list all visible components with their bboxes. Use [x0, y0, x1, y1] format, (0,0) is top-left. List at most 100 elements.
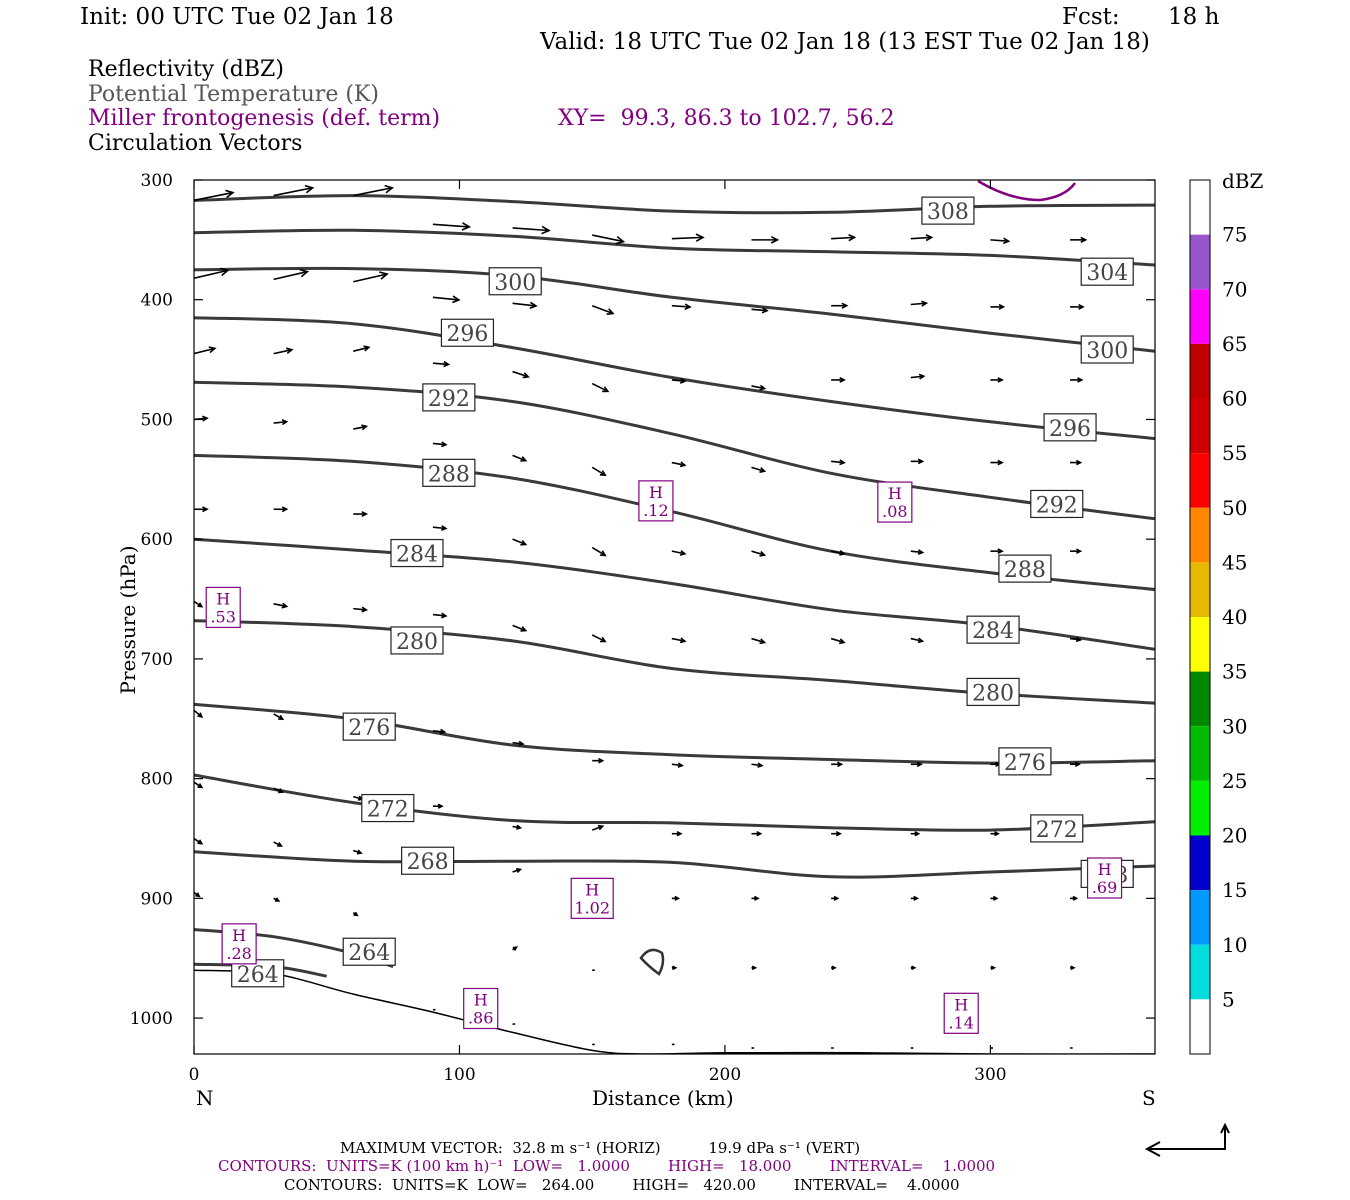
circulation-vector: [830, 637, 846, 645]
theta-label: 272: [361, 793, 415, 823]
frontogenesis-max-label: H.69: [1086, 857, 1123, 899]
colorbar-label: 50: [1222, 496, 1247, 520]
svg-text:276: 276: [1004, 751, 1046, 776]
cross-section-endpoints: XY= 99.3, 86.3 to 102.7, 56.2: [558, 106, 895, 131]
circulation-vector: [273, 713, 285, 721]
y-tick-900: 900: [141, 889, 1155, 909]
circulation-vector: [910, 458, 925, 465]
svg-text:296: 296: [446, 322, 488, 347]
svg-text:1000: 1000: [130, 1009, 173, 1029]
circulation-vector: [353, 345, 371, 352]
circulation-vector: [273, 897, 281, 902]
colorbar-segment: [1190, 944, 1210, 1000]
colorbar-label: 60: [1222, 387, 1247, 411]
colorbar-frame: [1189, 179, 1211, 1055]
circulation-vector: [1070, 761, 1081, 768]
circulation-vector: [194, 837, 204, 845]
circulation-vector: [512, 454, 528, 462]
circulation-vector: [751, 466, 767, 473]
circulation-vector: [273, 347, 294, 355]
circulation-vector: [990, 377, 1004, 383]
circulation-vector: [194, 781, 204, 789]
frontogenesis-max-label: H.53: [205, 586, 241, 629]
x-tick-200: 200: [709, 180, 741, 1085]
circulation-vector: [671, 377, 687, 384]
svg-text:.69: .69: [1092, 878, 1117, 897]
y-tick-400: 400: [141, 291, 1155, 311]
y-tick-700: 700: [141, 650, 1155, 670]
frontogenesis-max-label: H1.02: [570, 877, 614, 919]
circulation-vector: [990, 459, 1004, 466]
colorbar-label: 5: [1222, 987, 1235, 1011]
colorbar-segment: [1190, 180, 1210, 235]
plot-frame: [193, 179, 1156, 1055]
circulation-vector: [512, 538, 528, 546]
circulation-vector: [512, 225, 551, 235]
colorbar-label: 45: [1222, 550, 1247, 574]
svg-text:300: 300: [494, 271, 536, 296]
init-time: Init: 00 UTC Tue 02 Jan 18: [80, 4, 394, 30]
colorbar-segment: [1190, 835, 1210, 891]
circulation-vector: [432, 803, 444, 809]
circulation-vector: [1070, 303, 1085, 310]
circulation-vector: [1070, 236, 1088, 244]
circulation-vector: [831, 895, 840, 901]
theta-label: 272: [1030, 814, 1084, 843]
circulation-vector: [1070, 895, 1079, 901]
svg-text:284: 284: [972, 619, 1014, 644]
svg-text:300: 300: [974, 1065, 1006, 1085]
colorbar-label: 20: [1222, 824, 1247, 848]
circulation-vector: [751, 235, 780, 244]
circulation-vector: [1070, 459, 1083, 466]
circulation-vector: [432, 525, 448, 532]
theta-label: 276: [998, 747, 1052, 776]
circulation-vector: [990, 831, 1000, 837]
svg-text:1.02: 1.02: [574, 898, 610, 917]
legend-frontogenesis: Miller frontogenesis (def. term): [88, 106, 441, 131]
circulation-vector: [432, 222, 472, 231]
circulation-vector: [910, 234, 934, 242]
svg-text:264: 264: [348, 941, 390, 966]
svg-text:284: 284: [396, 543, 438, 568]
circulation-vector: [831, 459, 846, 466]
colorbar-segment: [1190, 890, 1210, 945]
svg-text:H: H: [585, 880, 599, 899]
theta-label: 296: [440, 318, 495, 347]
x-axis-label: Distance (km): [592, 1086, 734, 1110]
circulation-vector: [194, 506, 209, 513]
theta-label: 288: [998, 554, 1052, 583]
svg-text:H: H: [232, 926, 246, 945]
circulation-vector: [512, 740, 525, 747]
svg-text:308: 308: [927, 200, 969, 225]
circulation-vector: [671, 830, 683, 837]
svg-text:280: 280: [972, 681, 1014, 706]
circulation-vector: [194, 415, 209, 422]
circulation-vector: [273, 602, 289, 609]
circulation-vector: [352, 911, 359, 917]
colorbar-segment: [1190, 562, 1210, 617]
svg-text:288: 288: [428, 462, 470, 487]
circulation-vector: [990, 303, 1006, 310]
terrain-line: [194, 969, 1155, 1054]
circulation-vector: [831, 965, 837, 971]
circulation-vector: [831, 376, 846, 383]
svg-text:H: H: [474, 991, 488, 1010]
svg-text:292: 292: [1036, 493, 1078, 518]
x-tick-100: 100: [443, 180, 476, 1085]
frontogenesis-contour-top: [977, 180, 1077, 202]
circulation-vector: [831, 233, 857, 242]
circulation-vector: [194, 346, 217, 355]
colorbar-segment: [1190, 343, 1210, 399]
circulation-vector: [591, 382, 610, 393]
frontogenesis-max-label: H.86: [463, 987, 499, 1030]
theta-label: 292: [422, 383, 476, 412]
circulation-vector: [273, 268, 310, 281]
circulation-vector: [353, 511, 369, 518]
circulation-vector: [910, 831, 921, 837]
y-tick-600: 600: [141, 530, 1155, 550]
circulation-vector: [353, 184, 395, 197]
svg-text:304: 304: [1086, 261, 1128, 286]
colorbar-label: 30: [1222, 714, 1247, 738]
svg-text:100: 100: [443, 1065, 475, 1085]
